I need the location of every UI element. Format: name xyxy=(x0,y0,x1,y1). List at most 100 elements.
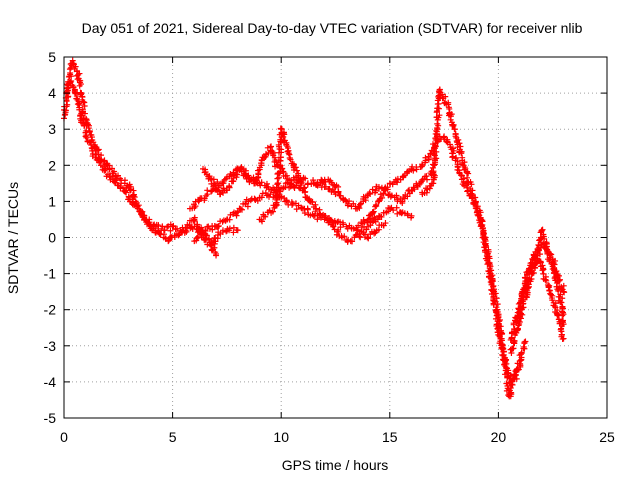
data-point xyxy=(167,227,174,234)
data-point xyxy=(495,329,502,336)
y-tick-label: -5 xyxy=(44,410,57,426)
data-point xyxy=(496,322,503,329)
data-point xyxy=(355,222,362,229)
data-point xyxy=(559,312,566,319)
data-point xyxy=(262,213,269,220)
data-point xyxy=(425,156,432,163)
data-point xyxy=(548,251,555,258)
data-point xyxy=(521,339,528,346)
data-point xyxy=(546,287,553,294)
data-point xyxy=(86,128,93,135)
data-point xyxy=(286,155,293,162)
data-point xyxy=(350,225,357,232)
data-point xyxy=(274,181,281,188)
data-point xyxy=(208,241,215,248)
data-point xyxy=(202,236,209,243)
data-point xyxy=(101,167,108,174)
data-point xyxy=(126,194,133,201)
data-point xyxy=(178,229,185,236)
data-point xyxy=(518,310,525,317)
data-point xyxy=(481,236,488,243)
data-point xyxy=(126,183,133,190)
data-point xyxy=(194,221,201,228)
data-point xyxy=(468,181,475,188)
data-point xyxy=(560,282,567,289)
data-point xyxy=(254,197,261,204)
data-point xyxy=(484,254,491,261)
data-point xyxy=(446,141,453,148)
x-axis-label: GPS time / hours xyxy=(282,457,389,473)
data-point xyxy=(549,297,556,304)
data-point xyxy=(314,181,321,188)
data-point xyxy=(142,216,149,223)
data-point xyxy=(273,184,280,191)
data-point xyxy=(378,213,385,220)
data-point xyxy=(226,216,233,223)
data-point xyxy=(233,212,240,219)
data-point xyxy=(283,172,290,179)
data-point xyxy=(268,143,275,150)
data-point xyxy=(293,167,300,174)
data-point xyxy=(269,151,276,158)
data-point xyxy=(522,338,529,345)
data-point xyxy=(289,202,296,209)
data-point xyxy=(223,187,230,194)
data-point xyxy=(555,287,562,294)
data-point xyxy=(278,149,285,156)
x-tick-label: 5 xyxy=(169,429,177,445)
data-point xyxy=(473,204,480,211)
data-point xyxy=(370,208,377,215)
y-tick-label: -3 xyxy=(44,338,57,354)
data-point xyxy=(413,166,420,173)
data-point xyxy=(174,225,181,232)
data-point xyxy=(244,203,251,210)
data-point xyxy=(215,222,222,229)
data-point xyxy=(290,166,297,173)
data-point xyxy=(76,82,83,89)
data-point xyxy=(284,143,291,150)
y-tick-label: -4 xyxy=(44,374,57,390)
data-point xyxy=(258,194,265,201)
data-point xyxy=(238,206,245,213)
x-tick-label: 10 xyxy=(273,429,289,445)
data-point xyxy=(404,210,411,217)
data-point xyxy=(507,385,514,392)
data-point xyxy=(452,133,459,140)
data-point xyxy=(93,151,100,158)
data-point xyxy=(335,228,342,235)
data-point xyxy=(479,225,486,232)
data-point xyxy=(341,233,348,240)
data-point xyxy=(198,234,205,241)
data-point xyxy=(94,147,101,154)
data-point xyxy=(411,186,418,193)
data-point xyxy=(430,168,437,175)
data-point xyxy=(310,177,317,184)
data-point xyxy=(123,189,130,196)
data-point xyxy=(309,199,316,206)
data-point xyxy=(126,187,133,194)
data-point xyxy=(367,190,374,197)
data-point xyxy=(64,87,71,94)
data-point xyxy=(481,244,488,251)
data-point xyxy=(543,277,550,284)
data-point xyxy=(165,238,172,245)
data-point xyxy=(356,230,363,237)
data-point xyxy=(366,190,373,197)
data-point xyxy=(423,173,430,180)
data-point xyxy=(226,225,233,232)
data-point xyxy=(170,222,177,229)
data-point xyxy=(501,357,508,364)
data-point xyxy=(380,190,387,197)
data-point xyxy=(105,162,112,169)
data-point xyxy=(433,148,440,155)
data-point xyxy=(371,230,378,237)
data-point xyxy=(390,207,397,214)
data-point xyxy=(156,230,163,237)
x-tick-label: 20 xyxy=(491,429,507,445)
tick-layer: 0 5 10 15 20 25 -5 -4 -3 -2 -1 0 1 2 3 4 5 xyxy=(44,49,615,445)
x-tick-label: 25 xyxy=(599,429,615,445)
data-point xyxy=(263,180,270,187)
data-point xyxy=(312,208,319,215)
y-tick-label: 4 xyxy=(48,85,56,101)
